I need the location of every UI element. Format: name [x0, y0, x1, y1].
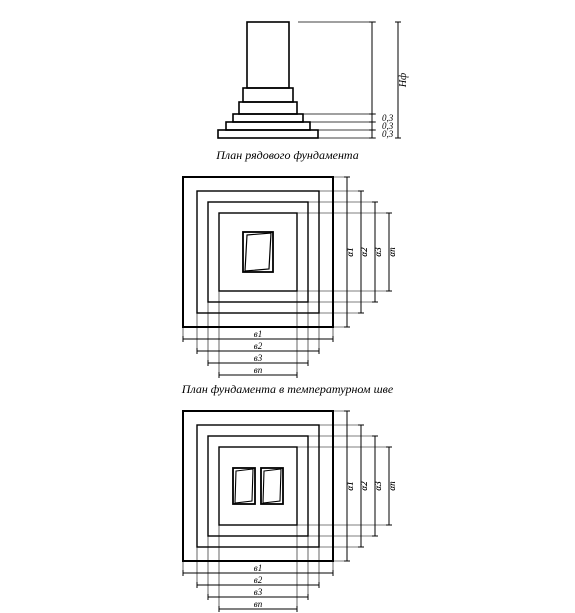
svg-text:в3: в3	[253, 353, 262, 363]
caption-plan2: План фундамента в температурном шве	[10, 382, 565, 397]
svg-text:α1: α1	[345, 247, 355, 256]
svg-text:в2: в2	[253, 575, 262, 585]
svg-text:вп: вп	[253, 599, 262, 609]
svg-text:α3: α3	[373, 481, 383, 491]
caption-elevation: План рядового фундамента	[10, 148, 565, 163]
svg-text:α2: α2	[359, 481, 369, 491]
svg-text:вп: вп	[253, 365, 262, 375]
svg-text:α2: α2	[359, 247, 369, 257]
svg-text:Нф: Нф	[398, 73, 409, 88]
plan-view-2: α1α2α3αпвпв3в2в1αпα3α2α1	[143, 403, 433, 613]
svg-text:0,3: 0,3	[382, 113, 394, 123]
svg-text:α3: α3	[373, 247, 383, 257]
plan-view-1: α1α2α3αпвпв3в2в1αпα3α2α1	[143, 169, 433, 379]
svg-text:в2: в2	[253, 341, 262, 351]
svg-text:в1: в1	[253, 329, 261, 339]
elevation-view: 0,30,30,3Нф	[158, 10, 418, 145]
svg-text:αп: αп	[387, 481, 397, 491]
svg-text:α1: α1	[345, 481, 355, 490]
svg-text:в1: в1	[253, 563, 261, 573]
svg-text:αп: αп	[387, 247, 397, 257]
svg-text:в3: в3	[253, 587, 262, 597]
